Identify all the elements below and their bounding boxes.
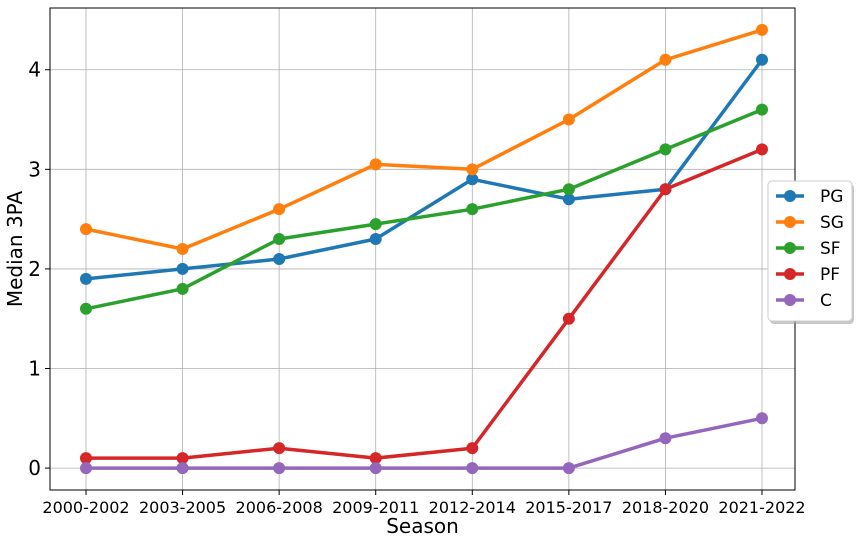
legend-label: SG (820, 213, 844, 233)
series-line-pf (84, 147, 764, 460)
x-tick-label: 2000-2002 (42, 498, 129, 517)
data-point-pf (466, 442, 479, 455)
legend-swatch-marker (784, 190, 796, 202)
series-line-sg (84, 28, 764, 251)
data-point-pf (369, 452, 382, 465)
series-line-pg (84, 58, 764, 281)
plot-frame (49, 7, 796, 491)
data-point-sf (80, 302, 92, 315)
legend-label: PF (820, 265, 840, 285)
legend-label: PG (820, 187, 843, 207)
data-point-pg (756, 53, 768, 66)
data-point-sf (659, 143, 672, 156)
data-point-pf (756, 143, 768, 156)
series-line-c (84, 416, 764, 470)
x-axis-title: Season (386, 514, 459, 538)
data-point-sf (466, 203, 479, 216)
data-point-sg (659, 53, 672, 66)
legend-label: C (820, 291, 832, 311)
series-pf (80, 143, 768, 465)
data-point-sg (176, 243, 189, 255)
data-point-sf (562, 183, 575, 196)
data-point-sg (80, 223, 92, 236)
data-point-c (466, 462, 479, 475)
series-layer (80, 23, 768, 475)
grid-layer (50, 8, 795, 490)
x-tick-label: 2015-2017 (525, 498, 612, 517)
series-sf (80, 103, 768, 315)
legend-swatch-marker (784, 294, 796, 306)
data-point-pg (369, 233, 382, 246)
series-sg (80, 23, 768, 255)
y-tick-label: 2 (28, 257, 41, 281)
data-point-sg (369, 158, 382, 171)
data-point-pf (562, 312, 575, 325)
data-point-c (369, 462, 382, 475)
data-point-pg (466, 173, 479, 186)
data-point-pf (659, 183, 672, 196)
x-tick-label: 2012-2014 (429, 498, 516, 517)
data-point-pf (80, 452, 92, 465)
data-point-c (176, 462, 189, 475)
series-c (80, 412, 768, 475)
y-axis-title: Median 3PA (3, 191, 27, 308)
data-point-sg (756, 23, 768, 36)
data-point-pg (80, 272, 92, 285)
data-point-sg (466, 163, 479, 176)
data-point-c (80, 462, 92, 475)
tick-layer: 2000-2002 2003-2005 2006-2008 2009-2011 2012… (28, 58, 805, 517)
data-point-sg (562, 113, 575, 126)
data-point-c (562, 462, 575, 475)
data-point-sf (756, 103, 768, 116)
y-tick-label: 0 (28, 456, 41, 480)
legend-label: SF (820, 239, 841, 259)
series-line-sf (84, 107, 764, 311)
x-tick-label: 2003-2005 (139, 498, 226, 517)
y-tick-label: 1 (28, 357, 41, 381)
legend: PG SG SF PF C (767, 180, 854, 324)
y-tick-label: 4 (28, 58, 41, 82)
x-tick-label: 2018-2020 (622, 498, 709, 517)
data-point-sf (176, 282, 189, 295)
data-point-sg (273, 203, 286, 216)
x-tick-label: 2021-2022 (718, 498, 805, 517)
data-point-sf (369, 218, 382, 231)
data-point-pf (273, 442, 286, 455)
x-tick-label: 2009-2011 (332, 498, 419, 517)
data-point-c (659, 432, 672, 445)
data-point-sf (273, 233, 286, 246)
legend-swatch-marker (784, 268, 796, 280)
data-point-pg (176, 262, 189, 275)
legend-box (767, 180, 853, 322)
legend-swatch-marker (784, 242, 796, 254)
x-tick-label: 2006-2008 (236, 498, 323, 517)
data-point-pg (273, 252, 286, 265)
data-point-c (273, 462, 286, 475)
legend-swatch-marker (784, 216, 796, 228)
data-point-c (756, 412, 768, 425)
data-point-pf (176, 452, 189, 465)
y-tick-label: 3 (28, 157, 41, 181)
data-point-pg (562, 193, 575, 206)
